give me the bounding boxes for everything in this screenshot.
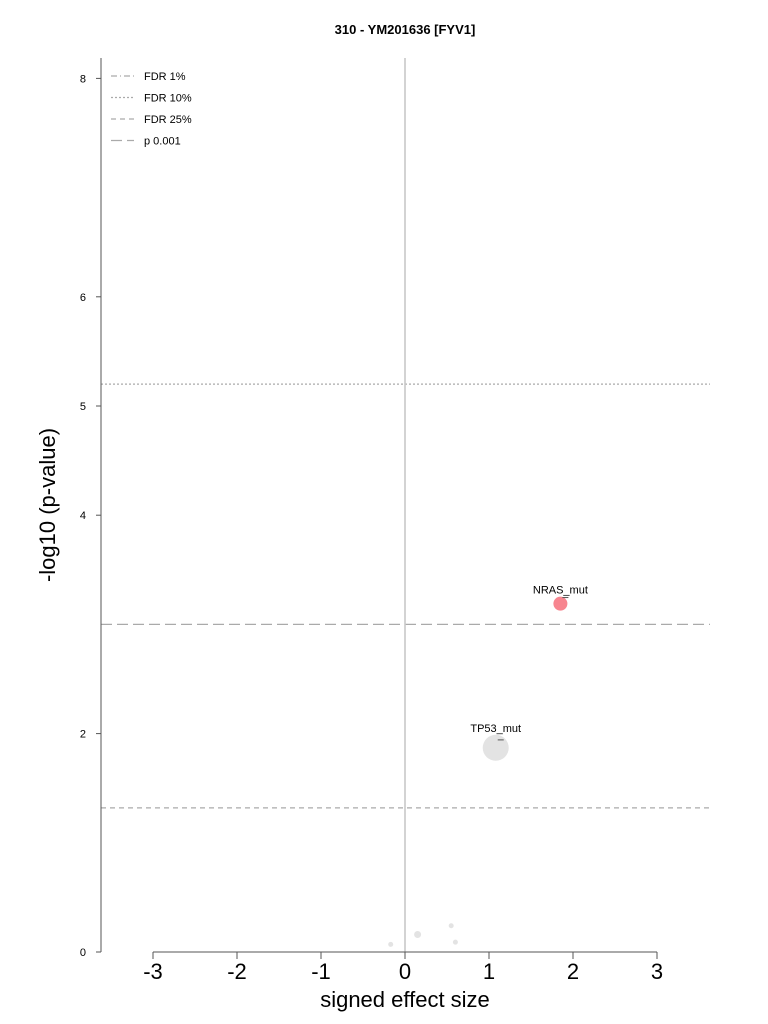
y-tick-label: 0 xyxy=(80,947,86,959)
x-axis-label: signed effect size xyxy=(320,987,490,1012)
point-label: NRAS_mut xyxy=(533,585,588,597)
point-tp53-mut xyxy=(482,734,509,761)
x-tick-label: -2 xyxy=(227,959,247,984)
y-tick-label: 8 xyxy=(80,73,86,85)
point xyxy=(448,923,454,929)
x-tick-label: 3 xyxy=(651,959,663,984)
legend: FDR 1% FDR 10% FDR 25% p 0.001 xyxy=(111,71,192,148)
point-nras-mut xyxy=(553,596,568,611)
legend-entry: FDR 25% xyxy=(144,114,192,126)
x-tick-label: 0 xyxy=(399,959,411,984)
point xyxy=(388,941,394,947)
threshold-lines xyxy=(101,58,710,952)
point xyxy=(452,939,458,945)
y-tick-label: 6 xyxy=(80,292,86,304)
point-label: TP53_mut xyxy=(470,723,521,735)
point xyxy=(414,931,422,939)
data-points: NRAS_mut TP53_mut xyxy=(388,585,588,947)
y-axis-label: -log10 (p-value) xyxy=(35,428,60,582)
y-tick-label: 4 xyxy=(80,510,86,522)
x-tick-label: 2 xyxy=(567,959,579,984)
axes: 0 2 4 5 6 8 -3 -2 -1 0 1 2 3 xyxy=(80,58,663,984)
chart-title: 310 - YM201636 [FYV1] xyxy=(335,22,476,37)
x-tick-label: 1 xyxy=(483,959,495,984)
y-tick-label: 5 xyxy=(80,401,86,413)
legend-entry: p 0.001 xyxy=(144,136,181,148)
legend-entry: FDR 1% xyxy=(144,71,186,83)
x-tick-label: -1 xyxy=(311,959,331,984)
x-tick-label: -3 xyxy=(143,959,163,984)
y-tick-label: 2 xyxy=(80,729,86,741)
legend-entry: FDR 10% xyxy=(144,93,192,105)
